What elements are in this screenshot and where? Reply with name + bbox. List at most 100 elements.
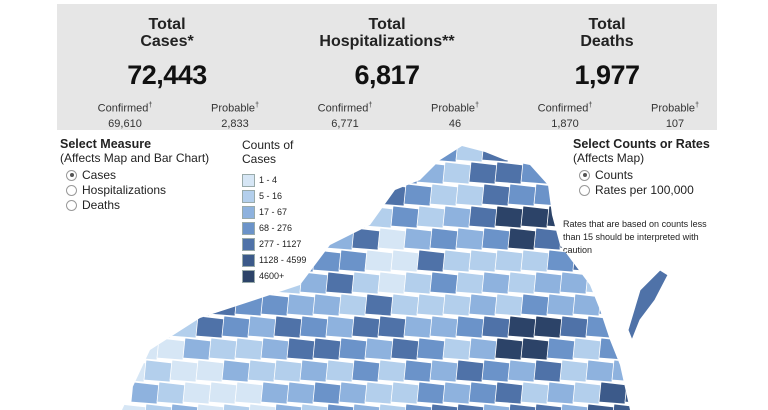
county-region[interactable] (338, 249, 368, 273)
county-region[interactable] (455, 271, 485, 295)
county-region[interactable] (442, 161, 472, 185)
county-region[interactable] (585, 271, 615, 295)
county-region[interactable] (468, 249, 498, 273)
county-region[interactable] (455, 359, 485, 383)
county-region[interactable] (351, 403, 381, 410)
county-region[interactable] (118, 359, 147, 383)
county-region[interactable] (546, 381, 576, 405)
county-region[interactable] (624, 337, 653, 361)
county-region[interactable] (390, 293, 420, 317)
county-region[interactable] (611, 403, 640, 410)
county-region[interactable] (247, 315, 277, 339)
county-region[interactable] (507, 140, 537, 163)
county-region[interactable] (377, 315, 407, 339)
county-region[interactable] (403, 271, 433, 295)
county-region[interactable] (208, 205, 238, 229)
county-region[interactable] (390, 249, 420, 273)
county-region[interactable] (429, 359, 459, 383)
county-region[interactable] (494, 205, 524, 229)
county-region[interactable] (416, 381, 446, 405)
county-region[interactable] (143, 227, 173, 251)
county-region[interactable] (455, 403, 485, 410)
county-region[interactable] (481, 315, 511, 339)
county-region[interactable] (118, 403, 147, 410)
radio-icon[interactable] (66, 184, 77, 196)
county-region[interactable] (364, 249, 394, 273)
county-region[interactable] (507, 359, 537, 383)
county-region[interactable] (481, 183, 511, 207)
county-region[interactable] (273, 315, 303, 339)
county-region[interactable] (585, 403, 615, 410)
county-region[interactable] (118, 315, 147, 339)
radio-counts[interactable]: Counts (579, 168, 710, 182)
county-region[interactable] (234, 381, 264, 405)
county-region[interactable] (468, 337, 498, 361)
county-region[interactable] (221, 315, 251, 339)
county-region[interactable] (130, 249, 160, 273)
county-region[interactable] (338, 293, 368, 317)
county-region[interactable] (455, 183, 485, 207)
county-region[interactable] (572, 381, 602, 405)
county-region[interactable] (442, 293, 472, 317)
county-region[interactable] (182, 249, 212, 273)
county-region[interactable] (312, 337, 342, 361)
county-region[interactable] (481, 359, 511, 383)
county-region[interactable] (143, 271, 173, 295)
county-region[interactable] (520, 337, 550, 361)
county-region[interactable] (247, 359, 277, 383)
county-region[interactable] (494, 161, 524, 185)
county-region[interactable] (130, 337, 160, 361)
county-region[interactable] (390, 161, 420, 185)
radio-cases[interactable]: Cases (66, 168, 209, 182)
radio-deaths[interactable]: Deaths (66, 198, 209, 212)
county-region[interactable] (455, 227, 485, 251)
county-region[interactable] (416, 161, 446, 185)
county-region[interactable] (130, 293, 160, 317)
county-region[interactable] (559, 271, 589, 295)
county-region[interactable] (299, 271, 329, 295)
eastern-shore-region[interactable] (627, 269, 669, 342)
county-region[interactable] (403, 359, 433, 383)
county-region[interactable] (156, 337, 186, 361)
county-region[interactable] (494, 293, 524, 317)
county-region[interactable] (156, 381, 186, 405)
county-region[interactable] (182, 337, 212, 361)
county-region[interactable] (312, 293, 342, 317)
county-region[interactable] (221, 359, 251, 383)
county-region[interactable] (286, 381, 316, 405)
county-region[interactable] (429, 271, 459, 295)
county-region[interactable] (585, 315, 615, 339)
county-region[interactable] (156, 249, 186, 273)
county-region[interactable] (611, 271, 640, 295)
county-region[interactable] (338, 337, 368, 361)
radio-icon[interactable] (66, 169, 77, 181)
county-region[interactable] (156, 293, 186, 317)
county-region[interactable] (598, 381, 628, 405)
county-region[interactable] (507, 271, 537, 295)
county-region[interactable] (533, 403, 563, 410)
county-region[interactable] (429, 140, 459, 163)
radio-icon[interactable] (579, 184, 590, 196)
county-region[interactable] (351, 359, 381, 383)
county-region[interactable] (533, 271, 563, 295)
county-region[interactable] (325, 183, 355, 207)
county-region[interactable] (442, 381, 472, 405)
county-region[interactable] (624, 293, 653, 317)
county-region[interactable] (377, 140, 407, 163)
county-region[interactable] (442, 337, 472, 361)
county-region[interactable] (429, 183, 459, 207)
county-region[interactable] (195, 315, 225, 339)
county-region[interactable] (533, 315, 563, 339)
county-region[interactable] (403, 403, 433, 410)
county-region[interactable] (598, 293, 628, 317)
county-region[interactable] (234, 337, 264, 361)
county-region[interactable] (312, 381, 342, 405)
county-region[interactable] (299, 315, 329, 339)
county-region[interactable] (286, 293, 316, 317)
county-region[interactable] (195, 403, 225, 410)
radio-hospitalizations[interactable]: Hospitalizations (66, 183, 209, 197)
radio-rates-per-100-000[interactable]: Rates per 100,000 (579, 183, 710, 197)
county-region[interactable] (377, 271, 407, 295)
county-region[interactable] (247, 403, 277, 410)
county-region[interactable] (546, 161, 576, 185)
